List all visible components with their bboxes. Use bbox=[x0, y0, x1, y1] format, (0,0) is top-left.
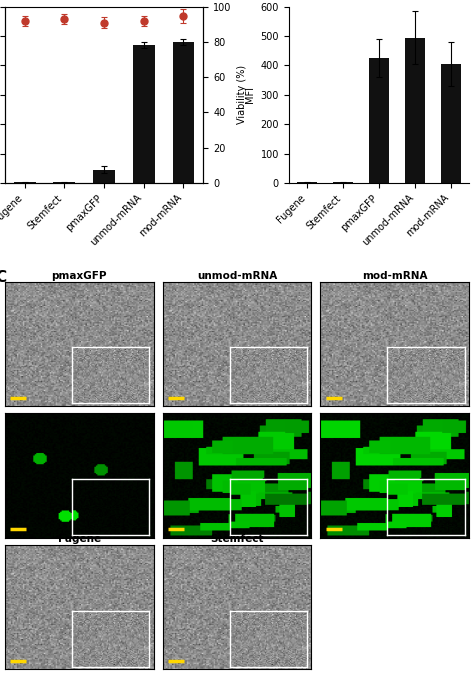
Text: C: C bbox=[0, 270, 7, 285]
Bar bbox=[441, 64, 461, 183]
Bar bbox=[93, 170, 115, 183]
Legend: Transfection efficiency (%), Cell viability (%): Transfection efficiency (%), Cell viabil… bbox=[0, 0, 104, 3]
Bar bbox=[173, 42, 194, 183]
Title: unmod-mRNA: unmod-mRNA bbox=[197, 271, 277, 281]
Title: pmaxGFP: pmaxGFP bbox=[52, 271, 107, 281]
Bar bbox=[133, 45, 155, 183]
Title: Stemfect: Stemfect bbox=[210, 534, 264, 544]
Title: mod-mRNA: mod-mRNA bbox=[362, 271, 428, 281]
Bar bbox=[369, 58, 389, 183]
Bar bbox=[405, 38, 425, 183]
Y-axis label: MFI: MFI bbox=[245, 87, 255, 103]
Y-axis label: Viability (%): Viability (%) bbox=[237, 66, 247, 124]
Title: Fugene: Fugene bbox=[58, 534, 101, 544]
